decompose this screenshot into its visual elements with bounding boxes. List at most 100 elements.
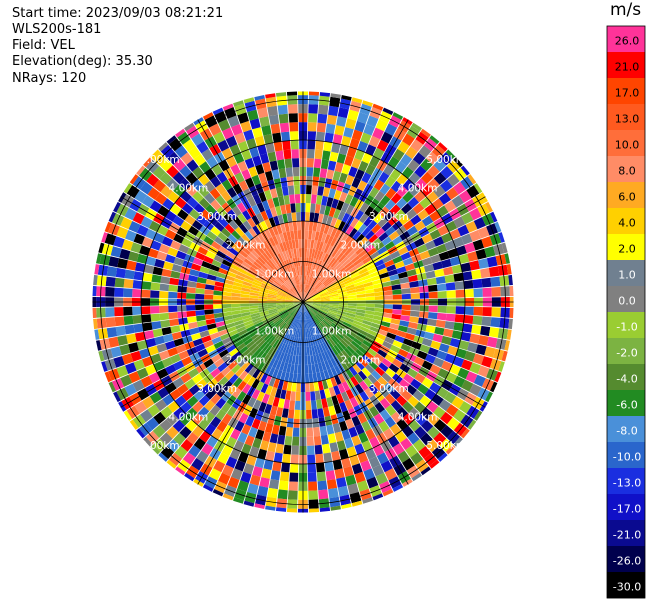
range-gate	[124, 269, 135, 280]
range-gate	[232, 285, 242, 291]
range-gate	[156, 225, 169, 236]
range-gate	[436, 283, 447, 292]
range-gate	[394, 209, 406, 220]
range-gate	[180, 152, 194, 165]
range-gate	[294, 299, 303, 302]
range-gate	[238, 223, 249, 234]
range-gate	[404, 263, 416, 272]
range-gate	[332, 334, 341, 343]
range-gate	[257, 144, 267, 156]
range-gate	[254, 276, 264, 283]
range-gate	[169, 277, 180, 286]
range-gate	[290, 288, 298, 296]
range-gate	[238, 370, 249, 381]
range-gate	[252, 225, 261, 236]
range-gate	[254, 95, 265, 101]
range-gate	[316, 471, 327, 482]
range-gate	[173, 360, 185, 371]
range-gate	[334, 468, 345, 479]
range-gate	[214, 221, 225, 232]
range-gate	[371, 370, 382, 381]
range-gate	[409, 280, 419, 288]
range-gate	[307, 319, 311, 329]
range-gate	[247, 354, 257, 364]
range-gate	[308, 308, 315, 317]
range-gate	[328, 487, 339, 499]
range-gate	[237, 480, 249, 492]
colorbar-swatch	[607, 286, 645, 313]
range-gate	[469, 230, 481, 242]
range-gate	[190, 332, 202, 341]
range-gate	[272, 256, 280, 265]
range-gate	[297, 284, 301, 294]
range-gate	[163, 333, 174, 343]
range-gate	[279, 233, 285, 243]
range-gate	[320, 434, 329, 445]
colorbar-tick-label: 10.0	[615, 138, 640, 151]
range-gate	[187, 280, 197, 288]
range-gate	[317, 186, 325, 196]
range-gate	[354, 169, 365, 180]
range-gate	[255, 258, 264, 267]
range-gate	[272, 197, 280, 207]
range-gate	[303, 299, 312, 302]
range-gate	[455, 289, 465, 298]
range-gate	[291, 355, 296, 365]
range-gate	[308, 287, 314, 295]
range-gate	[326, 378, 333, 389]
range-gate	[328, 405, 336, 416]
range-gate	[198, 197, 210, 209]
range-gate	[270, 386, 278, 397]
range-gate	[328, 309, 338, 314]
range-gate	[414, 372, 426, 384]
range-gate	[440, 425, 454, 438]
range-gate	[193, 153, 206, 167]
range-gate	[128, 371, 141, 383]
range-gate	[247, 217, 256, 228]
range-gate	[217, 452, 230, 465]
range-gate	[309, 327, 314, 337]
range-gate	[290, 308, 297, 315]
range-gate	[260, 220, 268, 231]
range-gate	[303, 310, 306, 320]
range-gate	[133, 233, 145, 245]
range-gate	[336, 153, 347, 164]
range-gate	[345, 418, 355, 430]
range-gate	[319, 291, 329, 296]
range-gate	[200, 209, 212, 220]
range-gate	[403, 373, 415, 384]
range-gate	[259, 153, 270, 164]
range-gate	[222, 307, 232, 313]
range-gate	[307, 355, 312, 365]
range-gate	[298, 284, 302, 294]
range-gate	[211, 353, 222, 363]
range-gate	[461, 212, 474, 225]
range-gate	[242, 383, 252, 394]
range-gate	[346, 249, 356, 259]
range-gate	[378, 362, 389, 372]
range-gate	[432, 261, 443, 271]
range-gate	[282, 140, 291, 151]
range-gate	[278, 113, 289, 124]
range-gate	[113, 201, 121, 213]
range-gate	[360, 460, 372, 472]
range-gate	[337, 329, 346, 337]
range-gate	[481, 277, 492, 288]
range-gate	[152, 425, 166, 438]
range-gate	[195, 343, 206, 353]
range-gate	[324, 388, 331, 399]
range-gate	[361, 152, 373, 164]
range-gate	[125, 230, 137, 242]
range-ring-label: 5.00km	[140, 440, 180, 452]
range-gate	[171, 263, 183, 273]
range-gate	[306, 436, 314, 446]
range-gate	[402, 257, 414, 266]
range-gate	[263, 459, 274, 471]
range-gate	[311, 303, 321, 306]
range-gate	[363, 468, 375, 480]
range-gate	[260, 210, 269, 221]
range-gate	[351, 275, 362, 282]
range-gate	[323, 243, 330, 254]
range-gate	[351, 435, 362, 447]
range-gate	[379, 325, 390, 332]
